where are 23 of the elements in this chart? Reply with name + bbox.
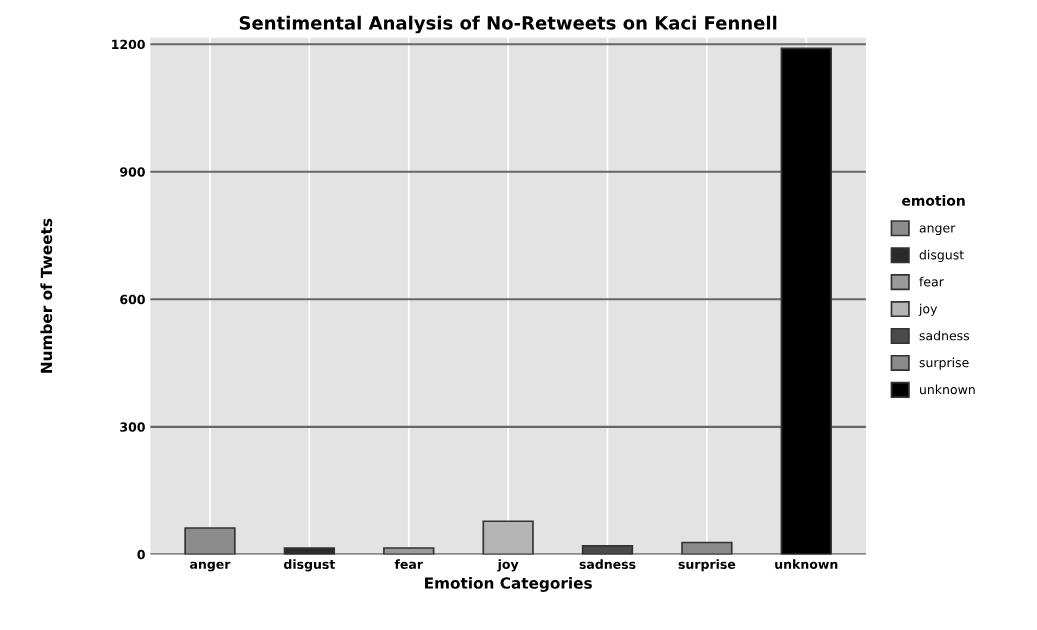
legend-label: sadness	[919, 330, 970, 341]
x-axis-title: Emotion Categories	[425, 577, 592, 592]
legend-title: emotion	[902, 195, 965, 206]
y-tick-label: 1200	[112, 39, 145, 50]
x-tick-label: joy	[497, 559, 519, 572]
chart-title: Sentimental Analysis of No-Retweets on Kaci Fennell	[239, 15, 777, 34]
y-tick-label: 900	[120, 167, 145, 177]
y-axis-title: Number of Tweets	[40, 218, 53, 373]
legend-label: joy	[918, 303, 938, 316]
x-tick-label: surprise	[678, 559, 736, 572]
x-tick-label: anger	[190, 561, 231, 572]
legend-label: fear	[919, 276, 944, 287]
legend-label: anger	[919, 225, 956, 236]
x-tick-label: fear	[394, 559, 423, 569]
y-tick-label: 300	[120, 422, 145, 432]
legend-label: disgust	[919, 249, 964, 262]
x-tick-label: sadness	[579, 559, 636, 569]
legend-label: surprise	[919, 357, 969, 370]
x-tick-label: disgust	[283, 559, 336, 572]
x-tick-label: unknown	[775, 559, 838, 569]
y-tick-label: 0	[137, 549, 145, 560]
legend-label: unknown	[920, 384, 975, 395]
y-tick-label: 600	[120, 294, 145, 305]
